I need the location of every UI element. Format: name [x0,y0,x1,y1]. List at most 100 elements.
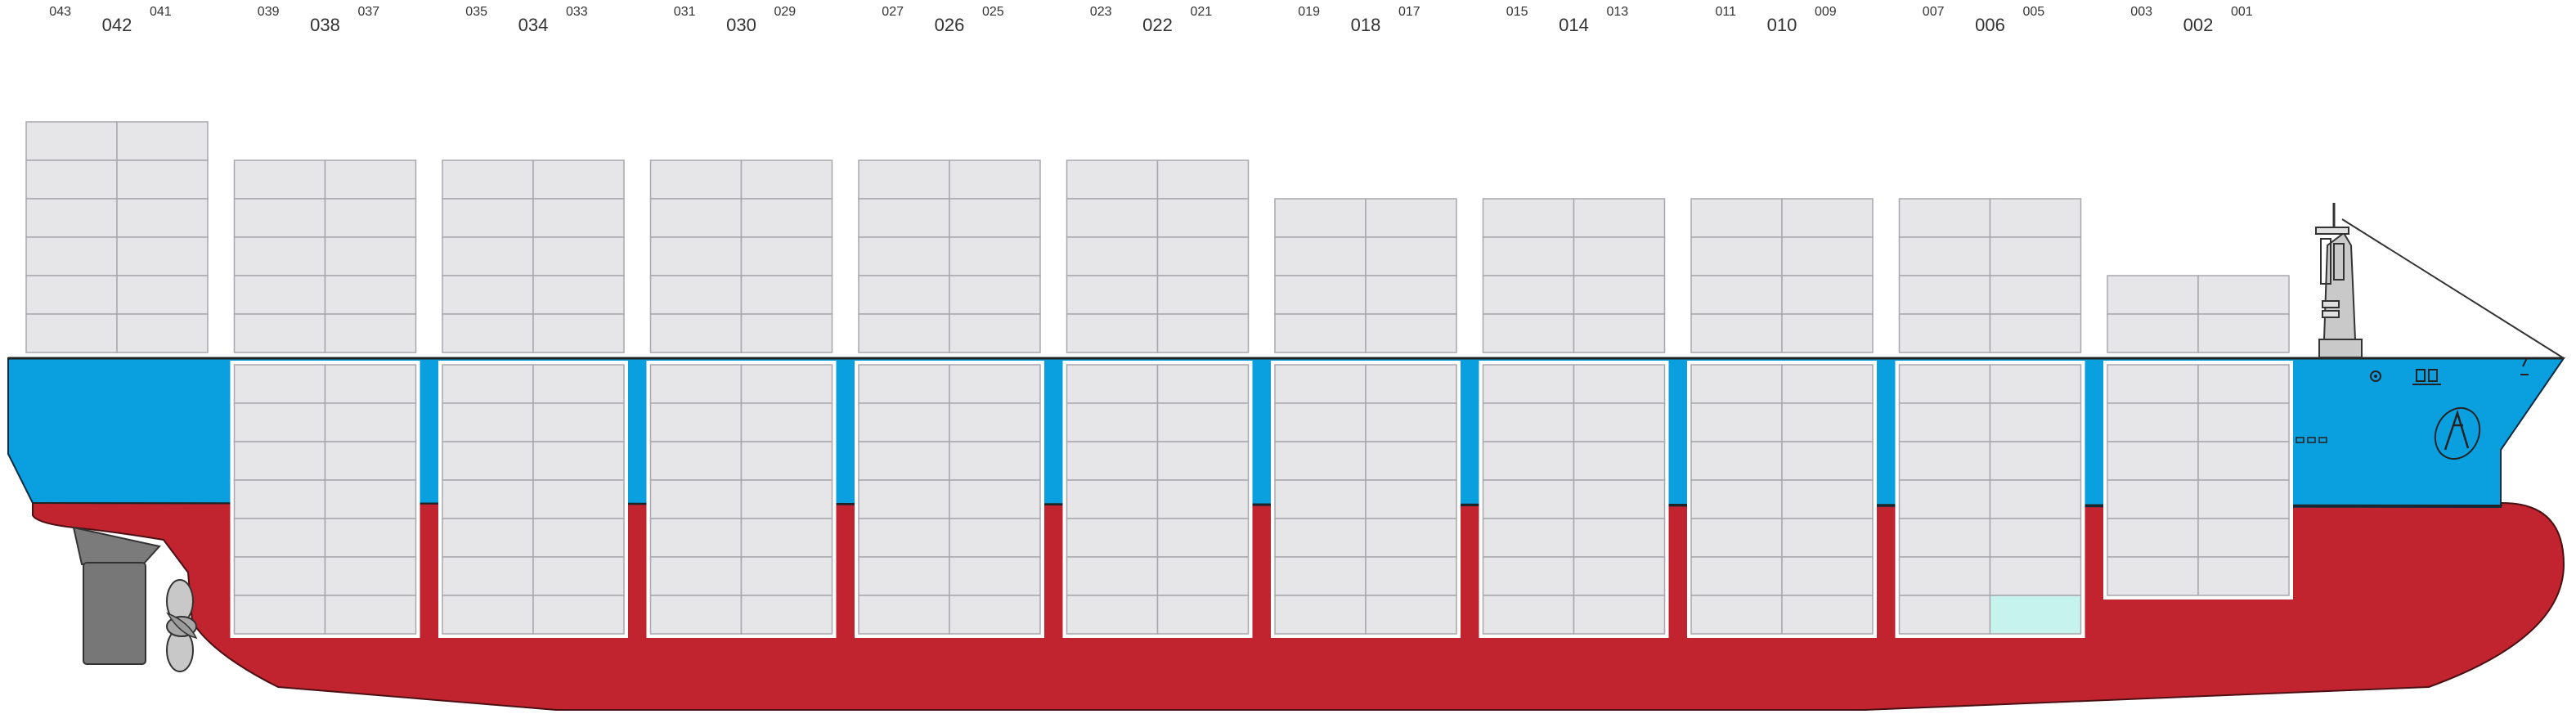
deck-stack[interactable] [2107,275,2290,353]
hold-container-slot[interactable] [858,556,950,596]
hold-container-slot[interactable] [1690,402,1783,442]
deck-container-slot[interactable] [1573,236,1666,276]
hold-container-slot[interactable] [1482,556,1575,596]
deck-container-slot[interactable] [116,121,209,161]
deck-container-slot[interactable] [740,198,833,238]
deck-container-slot[interactable] [1781,198,1874,238]
deck-container-slot[interactable] [25,121,118,161]
deck-container-slot[interactable] [1781,236,1874,276]
hold-container-slot[interactable] [1573,402,1666,442]
hold-container-slot[interactable] [1066,518,1159,558]
hold-container-slot[interactable] [1066,402,1159,442]
deck-container-slot[interactable] [233,236,326,276]
deck-container-slot[interactable] [1690,313,1783,353]
hold-container-slot[interactable] [858,595,950,635]
deck-container-slot[interactable] [25,198,118,238]
hold-container-slot[interactable] [1066,556,1159,596]
deck-container-slot[interactable] [1482,275,1575,315]
hold-container-slot[interactable] [1989,556,2082,596]
deck-container-slot[interactable] [1274,275,1367,315]
hold-container-slot[interactable] [442,364,534,404]
deck-container-slot[interactable] [2197,313,2290,353]
deck-container-slot[interactable] [1365,198,1457,238]
hold-container-slot[interactable] [2107,479,2199,519]
hold-container-slot[interactable] [1274,595,1367,635]
deck-container-slot[interactable] [858,198,950,238]
deck-container-slot[interactable] [1156,275,1250,315]
bay-034[interactable] [438,159,628,638]
deck-container-slot[interactable] [25,236,118,276]
deck-stack[interactable] [25,121,209,353]
deck-container-slot[interactable] [2197,275,2290,315]
hold-container-slot[interactable] [1365,402,1457,442]
hold-stack[interactable] [1895,361,2085,638]
bay-018[interactable] [1271,198,1461,638]
hold-container-slot[interactable] [1066,364,1159,404]
deck-container-slot[interactable] [1274,198,1367,238]
hold-container-slot[interactable] [1690,518,1783,558]
deck-container-slot[interactable] [324,236,417,276]
hold-container-slot[interactable] [233,595,326,635]
hold-container-slot[interactable] [1898,518,1991,558]
hold-container-slot[interactable] [1156,518,1250,558]
hold-container-slot[interactable] [1781,518,1874,558]
hold-container-slot[interactable] [2197,364,2290,404]
hold-container-slot[interactable] [442,402,534,442]
hold-container-slot[interactable] [1898,556,1991,596]
hold-container-slot[interactable] [233,402,326,442]
deck-stack[interactable] [649,159,833,353]
hold-container-slot[interactable] [1573,364,1666,404]
hold-container-slot[interactable] [1781,556,1874,596]
bay-014[interactable] [1479,198,1669,638]
deck-container-slot[interactable] [1156,236,1250,276]
hold-container-slot[interactable] [2197,556,2290,596]
deck-container-slot[interactable] [1156,159,1250,200]
deck-container-slot[interactable] [116,236,209,276]
hold-container-slot[interactable] [324,556,417,596]
deck-container-slot[interactable] [1573,198,1666,238]
deck-container-slot[interactable] [116,159,209,200]
hold-container-slot[interactable] [1482,595,1575,635]
bay-002[interactable] [2103,275,2293,599]
hold-container-slot[interactable] [858,364,950,404]
hold-container-slot[interactable] [1781,441,1874,481]
hold-container-slot[interactable] [1156,595,1250,635]
hold-container-slot[interactable] [2107,441,2199,481]
hold-stack[interactable] [230,361,420,638]
hold-container-slot[interactable] [1482,441,1575,481]
deck-stack[interactable] [1066,159,1250,353]
deck-container-slot[interactable] [1156,313,1250,353]
hold-container-slot[interactable] [740,441,833,481]
hold-container-slot[interactable] [233,479,326,519]
deck-container-slot[interactable] [1066,275,1159,315]
hold-container-slot[interactable] [532,479,625,519]
hold-container-slot[interactable] [1898,595,1991,635]
hold-container-slot[interactable] [1365,479,1457,519]
deck-container-slot[interactable] [649,159,743,200]
hold-container-slot[interactable] [649,518,743,558]
deck-container-slot[interactable] [116,313,209,353]
deck-stack[interactable] [233,159,417,353]
hold-container-slot[interactable] [1365,518,1457,558]
hold-container-slot[interactable] [1573,518,1666,558]
deck-container-slot[interactable] [532,275,625,315]
hold-container-slot[interactable] [1573,595,1666,635]
hold-container-slot[interactable] [1066,441,1159,481]
hold-container-slot[interactable] [324,441,417,481]
hold-container-slot[interactable] [1482,479,1575,519]
hold-container-slot[interactable] [442,479,534,519]
deck-container-slot[interactable] [532,198,625,238]
hold-container-slot[interactable] [2197,441,2290,481]
deck-container-slot[interactable] [1573,313,1666,353]
hold-container-slot[interactable] [324,518,417,558]
deck-container-slot[interactable] [1365,275,1457,315]
hold-stack[interactable] [1271,361,1461,638]
hold-container-slot[interactable] [1482,402,1575,442]
deck-container-slot[interactable] [1482,236,1575,276]
hold-container-slot[interactable] [1156,441,1250,481]
hold-container-slot[interactable] [1066,479,1159,519]
deck-container-slot[interactable] [740,236,833,276]
deck-container-slot[interactable] [649,275,743,315]
deck-container-slot[interactable] [858,159,950,200]
hold-container-slot[interactable] [1898,441,1991,481]
